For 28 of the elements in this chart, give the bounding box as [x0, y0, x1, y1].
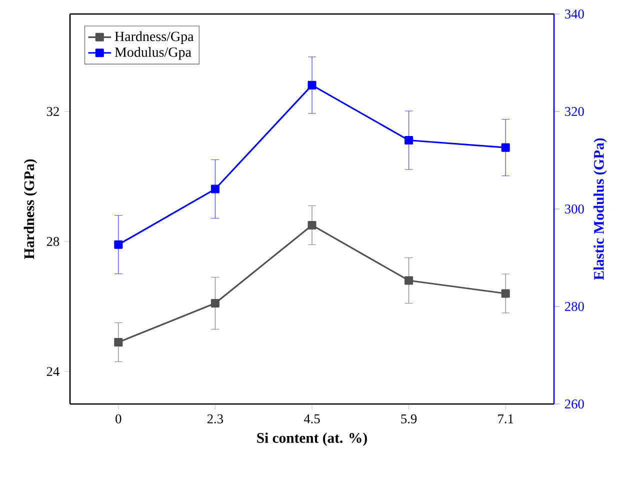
- point: [210, 184, 220, 194]
- y2-tick-label: 280: [564, 302, 584, 311]
- y-tick-label: 24: [46, 367, 60, 376]
- legend-label: Hardness/Gpa: [114, 31, 194, 44]
- legend-label: Modulus/Gpa: [114, 47, 192, 60]
- point: [114, 240, 123, 249]
- x-tick-label: 2.3: [207, 414, 224, 424]
- y2-axis-title: Elastic Modulus (GPa): [594, 138, 607, 280]
- y2-tick-label: 300: [565, 204, 584, 214]
- point: [501, 143, 510, 152]
- point: [210, 298, 220, 308]
- x-tick-label: 5.9: [401, 414, 417, 424]
- y-axis-title: Hardness (GPa): [24, 159, 38, 260]
- point: [114, 338, 123, 347]
- y2-tick-label: 320: [565, 107, 584, 116]
- y2-tick-label: 340: [565, 10, 584, 18]
- x-tick-label: 0: [116, 414, 122, 424]
- y2-tick-label: 260: [564, 399, 584, 408]
- x-axis-title: Si content (at. %): [257, 432, 367, 446]
- point: [308, 220, 316, 230]
- x-tick-label: 4.5: [304, 414, 320, 424]
- point: [404, 136, 414, 145]
- y-tick-label: 32: [46, 107, 59, 116]
- x-tick-label: 7.1: [498, 414, 514, 424]
- point: [501, 289, 510, 298]
- point: [308, 80, 316, 90]
- point: [404, 276, 414, 285]
- y-tick-label: 28: [46, 236, 60, 246]
